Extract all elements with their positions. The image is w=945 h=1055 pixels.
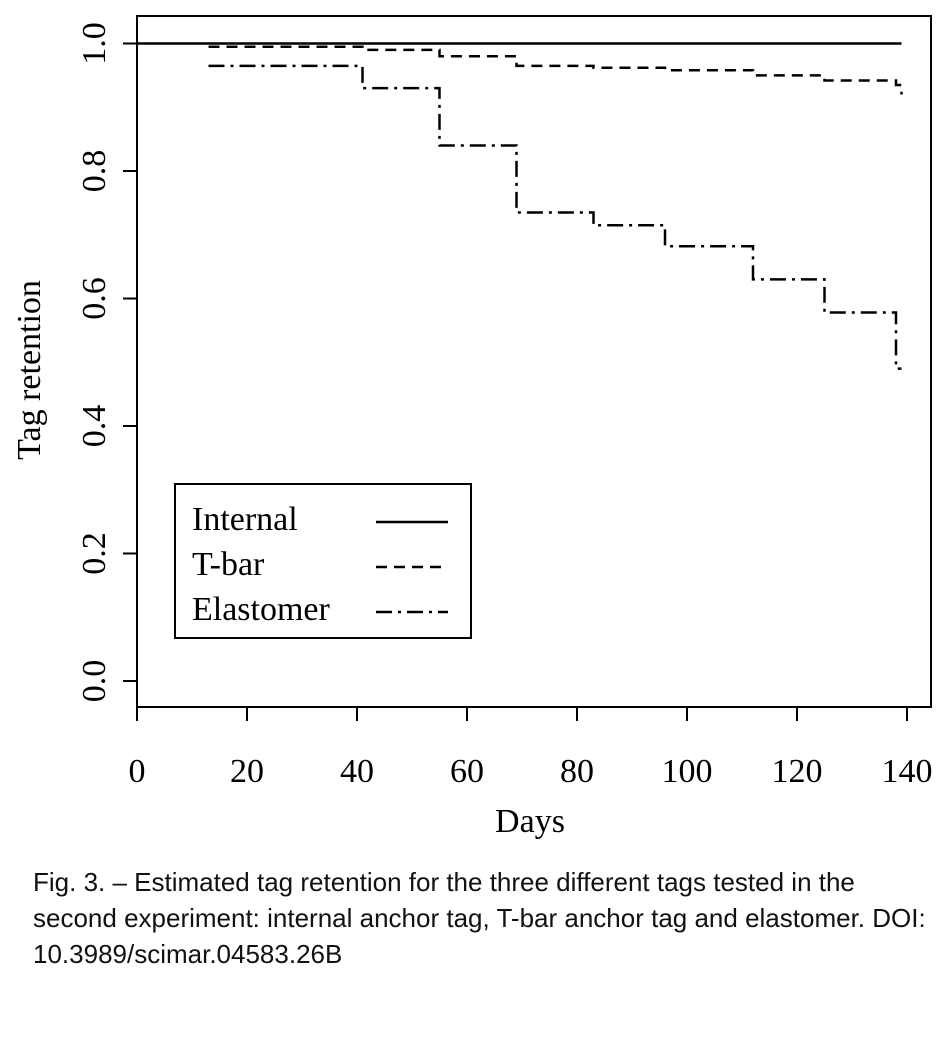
x-tick-label: 100: [662, 753, 713, 790]
x-axis: 0 20 40 60 80 100 120 140: [129, 707, 933, 790]
plot-frame: [136, 15, 932, 708]
y-tick-label: 0.6: [76, 277, 113, 320]
x-tick-label: 80: [560, 753, 594, 790]
x-tick-label: 0: [129, 753, 146, 790]
y-tick-label: 0.8: [76, 150, 113, 193]
y-tick-label: 1.0: [76, 22, 113, 65]
y-axis: 0.0 0.2 0.4 0.6 0.8 1.0: [76, 22, 137, 702]
x-tick-label: 40: [340, 753, 374, 790]
y-axis-label: Tag retention: [11, 280, 48, 460]
figure-caption: Fig. 3. – Estimated tag retention for th…: [33, 867, 926, 969]
series-line-elastomer: [208, 64, 902, 370]
series-layer: [137, 42, 903, 370]
x-tick-label: 20: [230, 753, 264, 790]
legend-label: T-bar: [192, 546, 265, 583]
x-tick-label: 140: [882, 753, 933, 790]
x-tick-label: 60: [450, 753, 484, 790]
legend-label: Internal: [192, 501, 298, 538]
y-tick-label: 0.2: [76, 532, 113, 575]
legend: Internal T-bar Elastomer: [174, 483, 472, 639]
legend-label: Elastomer: [192, 591, 331, 628]
x-axis-label: Days: [495, 803, 565, 840]
series-line-t-bar: [208, 45, 903, 95]
x-tick-label: 120: [772, 753, 823, 790]
y-tick-label: 0.0: [76, 660, 113, 703]
y-tick-label: 0.4: [76, 405, 113, 448]
tag-retention-chart: 0 20 40 60 80 100 120 140 0.0 0.2 0.4 0.6 0.8 1.0 Da…: [11, 15, 933, 840]
